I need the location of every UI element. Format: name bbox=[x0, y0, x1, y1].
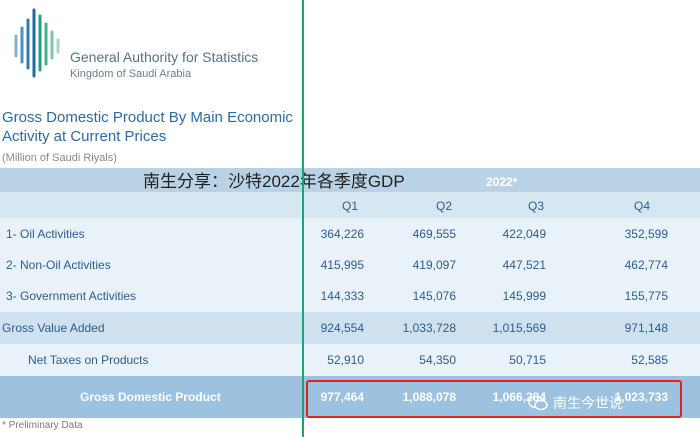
gdp-cell: 1,088,078 bbox=[402, 390, 456, 404]
gdp-cell: 1,023,733 bbox=[614, 390, 668, 404]
table-cell: 1,033,728 bbox=[402, 321, 456, 335]
row-label: 3- Government Activities bbox=[6, 289, 137, 303]
guide-line bbox=[302, 0, 304, 437]
taxes-row-band bbox=[0, 344, 700, 376]
table-cell: 364,226 bbox=[320, 227, 364, 241]
table-header-band bbox=[0, 168, 700, 192]
gastat-logo-icon bbox=[14, 8, 60, 78]
table-cell: 1,015,569 bbox=[492, 321, 546, 335]
row-label: 1- Oil Activities bbox=[6, 227, 85, 241]
table-cell: 352,599 bbox=[624, 227, 668, 241]
gva-row-band bbox=[0, 312, 700, 344]
wechat-icon bbox=[528, 395, 548, 411]
quarter-header: Q2 bbox=[436, 199, 453, 213]
footnote: * Preliminary Data bbox=[2, 420, 83, 431]
table-cell: 144,333 bbox=[320, 289, 364, 303]
table-cell: 447,521 bbox=[502, 258, 546, 272]
table-cell: 155,775 bbox=[624, 289, 668, 303]
gdp-cell: 977,464 bbox=[320, 390, 364, 404]
overlay-caption: 南生分享：沙特2022年各季度GDP bbox=[143, 172, 405, 191]
table-cell: 971,148 bbox=[624, 321, 668, 335]
table-cell: 52,585 bbox=[631, 353, 668, 367]
table-cell: 924,554 bbox=[320, 321, 364, 335]
gdp-row-band bbox=[0, 376, 700, 418]
table-cell: 54,350 bbox=[419, 353, 456, 367]
gdp-row-label: Gross Domestic Product bbox=[80, 390, 221, 404]
report-unit: (Million of Saudi Riyals) bbox=[2, 152, 117, 164]
org-name: General Authority for Statistics bbox=[70, 49, 259, 65]
row-label: Gross Value Added bbox=[2, 321, 105, 335]
gdp-highlight-box bbox=[306, 380, 682, 418]
watermark: 南生今世说 bbox=[528, 393, 623, 413]
table-cell: 145,999 bbox=[502, 289, 546, 303]
report-title: Gross Domestic Product By Main Economic … bbox=[2, 109, 293, 145]
row-label: 2- Non-Oil Activities bbox=[6, 258, 111, 272]
table-cell: 422,049 bbox=[502, 227, 546, 241]
table-cell: 415,995 bbox=[320, 258, 364, 272]
table-cell: 462,774 bbox=[624, 258, 668, 272]
quarter-header: Q1 bbox=[342, 199, 359, 213]
row-label: Net Taxes on Products bbox=[28, 353, 149, 367]
watermark-text: 南生今世说 bbox=[553, 395, 623, 411]
table-cell: 419,097 bbox=[412, 258, 456, 272]
quarter-header: Q4 bbox=[634, 199, 651, 213]
table-cell: 52,910 bbox=[327, 353, 364, 367]
quarter-header: Q3 bbox=[528, 199, 545, 213]
org-subtitle: Kingdom of Saudi Arabia bbox=[70, 68, 192, 80]
year-header: 2022* bbox=[486, 175, 518, 189]
activity-rows-band bbox=[0, 218, 700, 312]
table-cell: 145,076 bbox=[412, 289, 456, 303]
table-cell: 469,555 bbox=[412, 227, 456, 241]
gdp-cell: 1,066,284 bbox=[492, 390, 546, 404]
table-cell: 50,715 bbox=[509, 353, 546, 367]
quarter-header-band bbox=[0, 192, 700, 218]
